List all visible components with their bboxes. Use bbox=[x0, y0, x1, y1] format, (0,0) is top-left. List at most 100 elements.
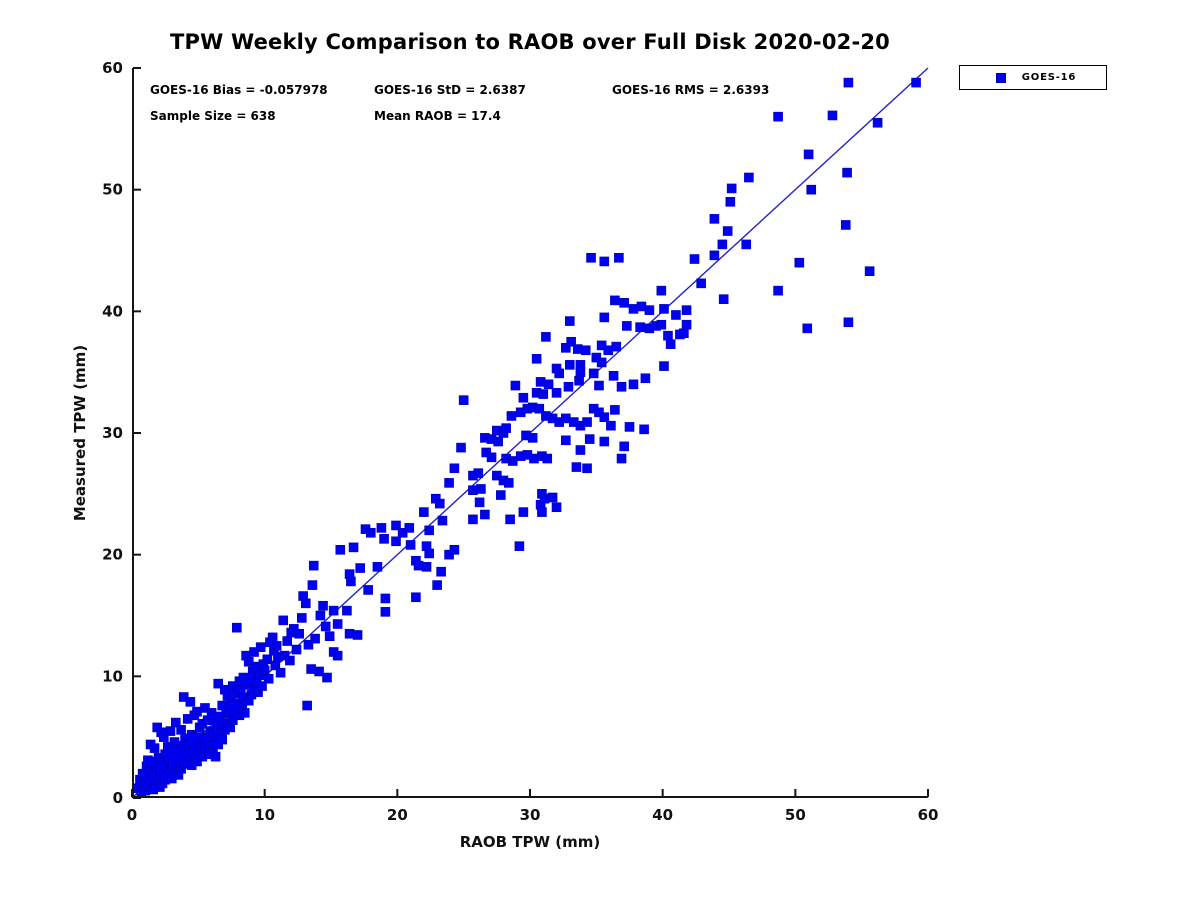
scatter-point bbox=[405, 540, 416, 550]
scatter-point bbox=[551, 388, 562, 398]
scatter-point bbox=[541, 332, 551, 342]
scatter-point bbox=[348, 542, 359, 553]
scatter-point bbox=[599, 312, 610, 323]
scatter-point bbox=[397, 527, 408, 538]
scatter-point bbox=[628, 304, 639, 314]
scatter-point bbox=[411, 592, 421, 603]
scatter-point bbox=[640, 373, 651, 384]
scatter-point bbox=[501, 423, 511, 433]
scatter-point bbox=[249, 647, 259, 657]
scatter-point bbox=[468, 485, 478, 495]
scatter-point bbox=[518, 392, 529, 403]
scatter-point bbox=[575, 445, 586, 455]
scatter-point bbox=[561, 343, 571, 353]
scatter-point bbox=[291, 644, 302, 655]
y-tick-label: 40 bbox=[102, 302, 123, 320]
scatter-point bbox=[591, 352, 602, 363]
scatter-point bbox=[506, 411, 517, 421]
scatter-point bbox=[679, 328, 689, 339]
scatter-point bbox=[263, 673, 274, 684]
scatter-point bbox=[656, 285, 667, 296]
scatter-point bbox=[379, 534, 389, 544]
scatter-point bbox=[537, 507, 547, 517]
scatter-point bbox=[346, 576, 356, 587]
scatter-point bbox=[527, 433, 538, 443]
y-tick-label: 50 bbox=[102, 181, 123, 199]
scatter-point bbox=[328, 605, 339, 616]
scatter-point bbox=[332, 619, 343, 629]
scatter-point bbox=[580, 345, 591, 356]
scatter-point bbox=[257, 681, 267, 691]
scatter-point bbox=[659, 304, 669, 314]
scatter-point bbox=[476, 484, 486, 494]
scatter-point bbox=[437, 515, 448, 526]
scatter-point bbox=[468, 514, 478, 525]
scatter-point bbox=[725, 197, 736, 207]
scatter-point bbox=[794, 257, 805, 268]
x-tick-label: 30 bbox=[520, 806, 541, 824]
scatter-point bbox=[726, 183, 737, 194]
scatter-point bbox=[285, 655, 295, 666]
scatter-point bbox=[594, 380, 604, 391]
scatter-point bbox=[503, 478, 514, 488]
scatter-point bbox=[308, 560, 319, 571]
scatter-point bbox=[458, 395, 469, 405]
scatter-point bbox=[681, 319, 692, 330]
scatter-point bbox=[628, 379, 639, 390]
scatter-point bbox=[307, 580, 318, 590]
scatter-point bbox=[505, 514, 515, 525]
y-axis-label: Measured TPW (mm) bbox=[71, 344, 89, 522]
scatter-point bbox=[535, 377, 546, 387]
scatter-point bbox=[300, 598, 311, 609]
scatter-point bbox=[391, 536, 401, 547]
scatter-point bbox=[192, 706, 202, 717]
scatter-point bbox=[538, 389, 549, 399]
scatter-point bbox=[473, 468, 484, 478]
x-tick-label: 50 bbox=[785, 806, 806, 824]
scatter-point bbox=[262, 654, 273, 665]
scatter-point bbox=[741, 239, 752, 250]
scatter-point bbox=[474, 497, 485, 508]
scatter-point bbox=[561, 435, 571, 446]
scatter-point bbox=[773, 285, 783, 296]
scatter-point bbox=[599, 412, 610, 422]
scatter-point bbox=[275, 667, 286, 678]
scatter-point bbox=[456, 442, 466, 453]
scatter-point bbox=[596, 357, 607, 368]
scatter-point bbox=[539, 493, 550, 504]
scatter-point bbox=[611, 341, 622, 352]
scatter-point bbox=[635, 322, 645, 332]
scatter-point bbox=[588, 368, 599, 379]
scatter-point bbox=[802, 323, 813, 334]
scatter-point bbox=[322, 672, 332, 683]
scatter-point bbox=[178, 692, 189, 702]
scatter-point bbox=[444, 549, 454, 560]
scatter-point bbox=[622, 321, 632, 331]
scatter-point bbox=[534, 403, 545, 414]
scatter-point bbox=[696, 278, 706, 289]
stat-rms: GOES-16 RMS = 2.6393 bbox=[612, 83, 770, 97]
y-tick-label: 30 bbox=[102, 424, 123, 442]
plot-area: 0 10 20 30 40 50 60 0 10 20 30 40 50 60 bbox=[102, 59, 938, 824]
scatter-point bbox=[722, 226, 733, 236]
scatter-point bbox=[314, 666, 324, 677]
scatter-point bbox=[709, 250, 720, 261]
scatter-point bbox=[432, 580, 442, 590]
legend: GOES-16 bbox=[959, 65, 1107, 90]
scatter-point bbox=[486, 452, 497, 463]
scatter-point bbox=[449, 544, 460, 555]
scatter-point bbox=[232, 622, 242, 633]
scatter-point bbox=[200, 703, 210, 713]
scatter-point bbox=[644, 305, 655, 315]
scatter-point bbox=[542, 453, 553, 464]
scatter-point bbox=[636, 301, 647, 312]
scatter-point bbox=[342, 605, 352, 616]
scatter-point bbox=[267, 632, 278, 643]
scatter-point bbox=[289, 624, 299, 634]
stat-sample-size: Sample Size = 638 bbox=[150, 109, 276, 123]
scatter-point bbox=[665, 339, 676, 349]
legend-marker-icon bbox=[996, 72, 1006, 83]
scatter-point bbox=[584, 434, 595, 444]
scatter-point bbox=[434, 498, 445, 509]
